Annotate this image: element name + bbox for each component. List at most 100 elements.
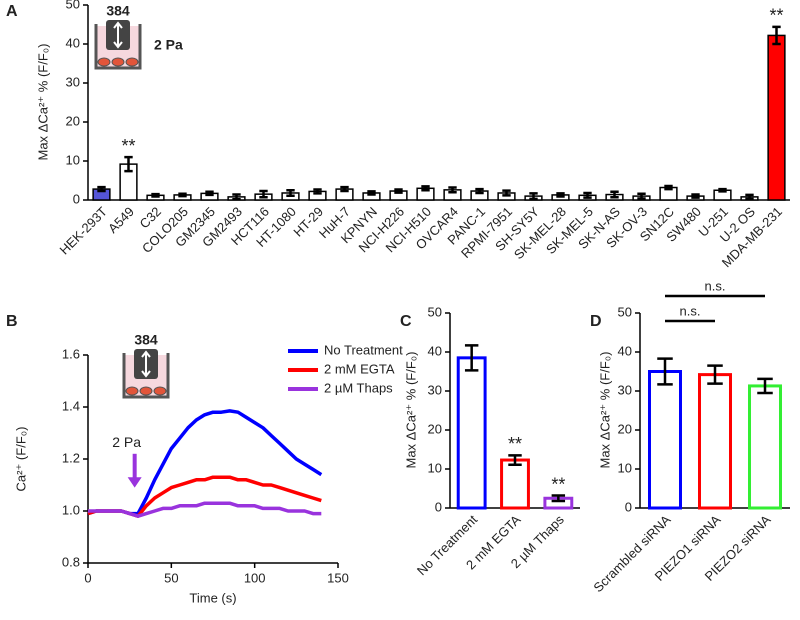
y-tick-label: 20 — [428, 421, 442, 436]
error-bar — [367, 190, 376, 196]
error-bar — [551, 494, 566, 503]
y-tick-label: 1.6 — [62, 346, 80, 361]
error-bar — [205, 190, 214, 197]
annotation-arrow-head — [127, 477, 142, 488]
error-bar — [286, 189, 295, 197]
bar — [767, 34, 786, 201]
panel-letter: D — [590, 313, 602, 330]
inset-cell — [125, 386, 139, 396]
y-tick-label: 20 — [618, 421, 632, 436]
y-axis-label: Max ΔCa²⁺ % (F/F₀) — [597, 352, 612, 469]
y-tick-label: 0 — [625, 499, 632, 514]
y-tick-label: 50 — [618, 304, 632, 319]
inset-label: 384 — [134, 332, 158, 348]
error-bar — [421, 185, 430, 192]
error-bar — [178, 192, 187, 198]
stimulus-label: 2 Pa — [154, 37, 183, 53]
inset-arrow-head — [141, 350, 151, 378]
bar — [648, 370, 682, 510]
error-bar — [259, 189, 268, 199]
error-bar — [508, 454, 522, 466]
y-tick-label: 40 — [66, 35, 80, 50]
error-bar — [394, 188, 403, 194]
error-bar — [448, 186, 457, 194]
y-tick-label: 40 — [618, 343, 632, 358]
x-axis-label: Time (s) — [189, 590, 236, 605]
y-tick-label: 1.0 — [62, 502, 80, 517]
error-bar — [664, 184, 673, 191]
error-bar — [97, 185, 106, 193]
error-bar — [691, 193, 700, 199]
inset-arrow-head — [113, 21, 123, 49]
significance: ** — [508, 434, 522, 454]
bar — [748, 384, 782, 510]
panel-letter: C — [400, 313, 412, 330]
y-tick-label: 0 — [435, 499, 442, 514]
x-tick-label: HEK-293T — [57, 204, 111, 258]
error-bar — [583, 191, 592, 199]
inset-wall — [122, 353, 170, 399]
legend-label: No Treatment — [324, 342, 403, 357]
error-bar — [124, 155, 133, 173]
y-tick-label: 50 — [66, 0, 80, 11]
legend-label: 2 µM Thaps — [324, 380, 393, 395]
panel-letter: A — [6, 3, 18, 20]
error-bar — [718, 187, 727, 193]
inset-cell — [153, 386, 167, 396]
comparison-label: n.s. — [680, 303, 701, 318]
error-bar — [772, 25, 781, 46]
y-axis-label: Ca²⁺ (F/F₀) — [13, 427, 28, 492]
y-tick-label: 1.4 — [62, 398, 80, 413]
error-bar — [151, 192, 160, 198]
y-axis-label: Max ΔCa²⁺ % (F/F₀) — [35, 44, 50, 161]
error-bar — [232, 193, 241, 201]
bar — [456, 356, 487, 510]
error-bar — [610, 190, 619, 199]
annotation-label: 2 Pa — [112, 434, 141, 450]
y-tick-label: 1.2 — [62, 450, 80, 465]
error-bar — [502, 189, 511, 197]
inset-cell — [125, 57, 139, 67]
y-tick-label: 10 — [66, 152, 80, 167]
error-bar — [313, 188, 322, 195]
error-bar — [637, 192, 646, 200]
y-tick-label: 50 — [428, 304, 442, 319]
inset-cell — [111, 57, 125, 67]
y-tick-label: 40 — [428, 343, 442, 358]
x-tick-label: 100 — [244, 570, 266, 585]
error-bar — [529, 192, 538, 201]
y-tick-label: 10 — [428, 460, 442, 475]
panel-letter: B — [6, 313, 18, 330]
inset-cell — [97, 57, 111, 67]
significance: ** — [769, 6, 783, 26]
error-bar — [340, 185, 349, 193]
series-line — [87, 409, 323, 516]
error-bar — [475, 187, 484, 195]
y-tick-label: 10 — [618, 460, 632, 475]
error-bar — [757, 377, 773, 395]
y-tick-label: 30 — [66, 74, 80, 89]
legend-label: 2 mM EGTA — [324, 361, 395, 376]
x-tick-label: 50 — [164, 570, 178, 585]
y-tick-label: 0 — [73, 191, 80, 206]
series-line — [88, 501, 322, 518]
y-tick-label: 0.8 — [62, 554, 80, 569]
x-tick-label: 0 — [84, 570, 91, 585]
comparison-label: n.s. — [705, 278, 726, 293]
inset-wall — [94, 24, 142, 70]
y-axis-label: Max ΔCa²⁺ % (F/F₀) — [403, 352, 418, 469]
x-tick-label: A549 — [105, 204, 137, 236]
x-tick-label: 150 — [327, 570, 349, 585]
error-bar — [745, 193, 754, 201]
bar — [500, 458, 530, 510]
significance: ** — [551, 474, 565, 494]
error-bar — [556, 192, 565, 198]
y-tick-label: 20 — [66, 113, 80, 128]
error-bar — [707, 364, 723, 385]
error-bar — [657, 357, 673, 386]
significance: ** — [121, 136, 135, 156]
y-tick-label: 30 — [428, 382, 442, 397]
inset-cell — [139, 386, 153, 396]
